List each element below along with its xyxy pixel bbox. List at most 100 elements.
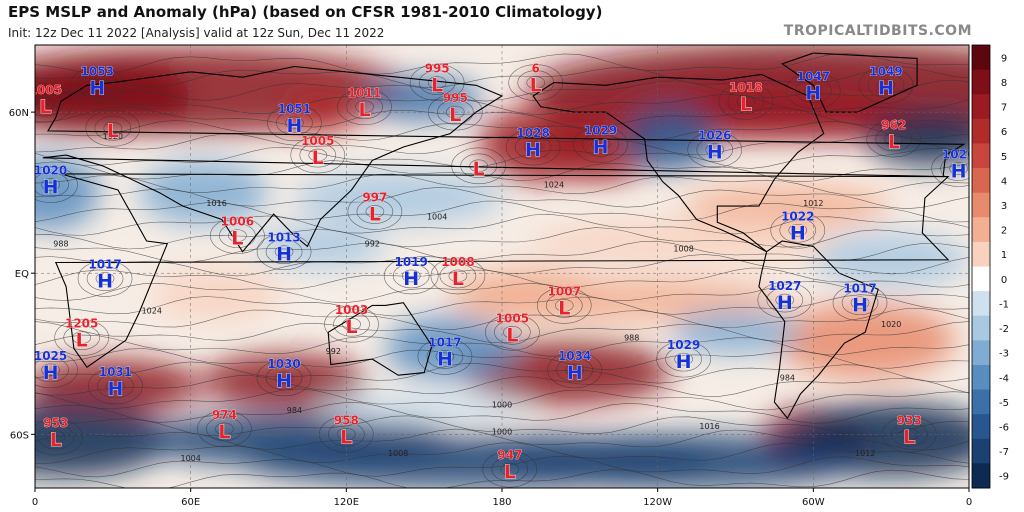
isobar-ring (554, 299, 574, 312)
center-symbol: H (676, 351, 692, 373)
isobar-ring (491, 456, 529, 482)
isobar-ring (78, 72, 116, 98)
center-pressure-value: 1051 (278, 102, 311, 116)
center-symbol: L (506, 324, 518, 346)
isobar-ring (46, 430, 66, 444)
center-symbol: H (107, 378, 123, 400)
isobar-ring (867, 72, 905, 98)
isobar-value: 1020 (103, 132, 123, 141)
isobar-value: 1004 (427, 213, 447, 222)
isobar-ring (324, 305, 379, 343)
isobar-ring (427, 93, 483, 131)
isobar (35, 428, 969, 451)
map-plot-area: 1016 1004 1008 1012 1020 1024 992 988 984 1000 101… (34, 44, 970, 489)
isobar-ring (448, 269, 468, 283)
center-pressure-value: 1029 (667, 338, 700, 352)
isobar-value: 984 (780, 374, 795, 383)
isobar-ring (383, 257, 439, 295)
site-brand: TROPICALTIDBITS.COM (783, 23, 972, 39)
isobar-ring (85, 109, 141, 147)
colorbar-swatch (972, 291, 990, 317)
isobar-ring (565, 363, 584, 377)
colorbar: 9 8 7 6 5 4 3 2 1 0 -1 -2 -3 -4 -5 -6 -7 -9 (971, 44, 1009, 489)
anomaly-blob (450, 267, 606, 322)
isobar-ring (788, 223, 808, 237)
anomaly-blob (320, 391, 528, 424)
anomaly-blob (501, 434, 866, 488)
isobar-ring (86, 266, 124, 291)
center-symbol: L (345, 316, 357, 338)
center-symbol: H (276, 244, 292, 266)
center-pressure-value: 1026 (698, 129, 731, 143)
isobar-ring (482, 450, 538, 488)
isobar-ring (591, 138, 610, 151)
center-pressure-value: 1013 (267, 231, 300, 245)
x-tick-label: 180 (492, 497, 511, 508)
isobar-ring (573, 126, 628, 163)
isobar-ring (333, 311, 370, 337)
center-pressure-value: 1028 (516, 126, 549, 140)
center-pressure-value: 958 (334, 413, 359, 427)
colorbar-swatch (972, 266, 990, 292)
center-symbol: L (218, 421, 230, 443)
low-pressure-center: L (472, 157, 485, 180)
isobar-ring (256, 359, 312, 397)
isobar-ring (41, 363, 60, 377)
isobar-ring (37, 424, 75, 450)
center-symbol: H (437, 348, 453, 370)
center-pressure-value: 1005 (496, 311, 529, 325)
isobar-value: 1024 (142, 306, 162, 315)
anomaly-blob (865, 112, 969, 166)
isobar-ring (328, 422, 365, 447)
coastline (532, 73, 825, 253)
isobar-ring (439, 263, 477, 289)
isobar-ring (417, 338, 473, 375)
colorbar-label: 7 (1001, 103, 1007, 114)
colorbar-swatch (972, 94, 990, 120)
anomaly-blob (151, 267, 282, 322)
isobar-ring (210, 217, 265, 254)
isobar-ring (891, 422, 928, 447)
y-tick-label: 60S (10, 430, 29, 441)
colorbar-label: -5 (999, 398, 1009, 409)
center-symbol: H (805, 83, 821, 105)
center-symbol: H (951, 161, 967, 183)
coastlines (42, 52, 966, 420)
center-pressure-value: 995 (443, 91, 468, 105)
low-pressure-center: L (106, 120, 119, 143)
isobar-ring (875, 126, 913, 152)
coastline (327, 302, 433, 376)
center-pressure-value: 1017 (428, 335, 461, 349)
colorbar-swatch (972, 241, 990, 267)
isobar-value: 1000 (492, 400, 512, 409)
colorbar-label: 5 (1001, 152, 1007, 163)
isobar (35, 469, 969, 488)
isobar-ring (505, 128, 561, 166)
center-symbol: L (903, 426, 915, 448)
isobar-ring (687, 131, 743, 169)
center-pressure-value: 1020 (34, 164, 67, 178)
isobar-ring (36, 97, 55, 111)
isobar-ring (206, 416, 243, 442)
center-symbol: L (76, 330, 88, 352)
isobar-ring (876, 78, 896, 92)
isobar-ring (35, 85, 73, 123)
colorbar-swatch (972, 340, 990, 366)
anomaly-blob (35, 359, 202, 413)
colorbar-label: 1 (1001, 250, 1007, 261)
isobar-value: 992 (365, 239, 380, 248)
center-pressure-value: 1007 (548, 284, 581, 298)
isobar-ring (265, 239, 303, 265)
center-symbol: H (878, 77, 894, 99)
coastline (758, 240, 879, 420)
center-symbol: L (39, 96, 51, 118)
isobar-ring (215, 422, 234, 436)
